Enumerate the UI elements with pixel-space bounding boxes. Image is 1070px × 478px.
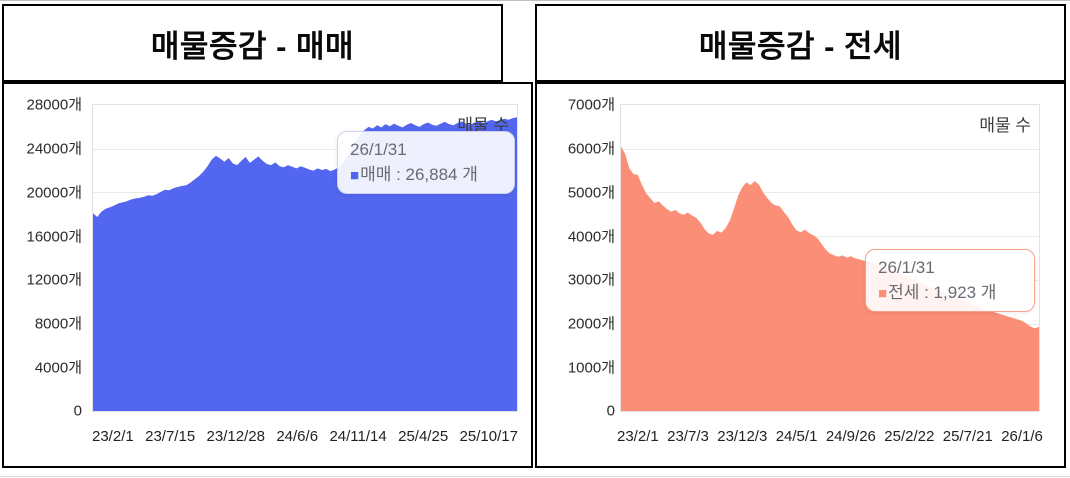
y-tick: 20000개	[26, 184, 82, 202]
x-tick: 26/1/6	[1001, 427, 1043, 445]
x-tick: 24/9/26	[825, 427, 876, 445]
y-axis-sale: 28000개 24000개 20000개 16000개 12000개 8000개…	[4, 97, 84, 420]
tooltip-value-line: ■매매 : 26,884 개	[350, 163, 502, 188]
title-box-jeonse: 매물증감 - 전세	[535, 4, 1066, 82]
x-tick: 23/2/1	[92, 427, 134, 445]
x-tick: 25/10/17	[459, 427, 518, 445]
y-tick: 2000개	[567, 315, 615, 333]
chart-title-sale: 매물증감 - 매매	[150, 28, 355, 64]
panel-sale: 매물증감 - 매매 28000개 24000개 20000개 16000개 12…	[2, 4, 533, 468]
page-bottom-rule	[0, 476, 1070, 477]
tooltip-value: 매매 : 26,884 개	[360, 164, 478, 184]
x-tick: 23/12/28	[206, 427, 265, 445]
tooltip-date: 26/1/31	[878, 258, 935, 277]
page-top-rule	[0, 0, 1070, 1]
tooltip-sale: 26/1/31 ■매매 : 26,884 개	[337, 131, 515, 195]
gridline	[621, 192, 1039, 194]
gridline	[93, 148, 517, 150]
title-box-sale: 매물증감 - 매매	[2, 4, 503, 82]
y-tick: 28000개	[26, 96, 82, 114]
x-tick: 24/11/14	[329, 427, 387, 445]
area-series-jeonse	[621, 146, 1039, 411]
tooltip-value: 전세 : 1,923 개	[888, 282, 997, 302]
x-tick: 23/2/1	[617, 427, 659, 445]
x-axis-jeonse: 23/2/1 23/7/3 23/12/3 24/5/1 24/9/26 25/…	[617, 425, 1043, 447]
y-tick: 7000개	[567, 96, 615, 114]
y-tick: 1000개	[567, 359, 615, 377]
x-axis-sale: 23/2/1 23/7/15 23/12/28 24/6/6 24/11/14 …	[92, 425, 518, 447]
x-tick: 24/6/6	[276, 427, 319, 445]
y-tick: 6000개	[567, 140, 615, 158]
y-tick: 0	[73, 402, 82, 420]
tooltip-jeonse: 26/1/31 ■전세 : 1,923 개	[865, 249, 1035, 313]
chart-box-jeonse: 7000개 6000개 5000개 4000개 3000개 2000개 1000…	[535, 82, 1066, 468]
gridline	[621, 148, 1039, 150]
x-tick: 25/2/22	[884, 427, 935, 445]
x-tick: 23/7/15	[145, 427, 196, 445]
y-tick: 8000개	[34, 315, 82, 333]
x-tick: 25/7/21	[942, 427, 993, 445]
y-tick: 0	[606, 402, 615, 420]
y-axis-jeonse: 7000개 6000개 5000개 4000개 3000개 2000개 1000…	[537, 97, 617, 420]
y-tick: 24000개	[26, 140, 82, 158]
x-tick: 23/12/3	[717, 427, 768, 445]
y-tick: 4000개	[567, 228, 615, 246]
x-tick: 23/7/3	[667, 427, 709, 445]
legend-label-jeonse: 매물 수	[979, 116, 1031, 135]
panel-jeonse: 매물증감 - 전세 7000개 6000개 5000개 4000개 3000개 …	[535, 4, 1066, 468]
y-tick: 3000개	[567, 271, 615, 289]
chart-box-sale: 28000개 24000개 20000개 16000개 12000개 8000개…	[2, 82, 533, 468]
tooltip-value-line: ■전세 : 1,923 개	[878, 281, 1022, 306]
x-tick: 25/4/25	[398, 427, 449, 445]
series-swatch-icon: ■	[878, 284, 888, 302]
y-tick: 4000개	[34, 359, 82, 377]
legend-label-sale: 매물 수	[457, 116, 509, 135]
y-tick: 16000개	[26, 228, 82, 246]
tooltip-date: 26/1/31	[350, 140, 407, 159]
gridline	[621, 236, 1039, 238]
series-swatch-icon: ■	[350, 166, 360, 184]
y-tick: 12000개	[26, 271, 82, 289]
x-tick: 24/5/1	[775, 427, 818, 445]
y-tick: 5000개	[567, 184, 615, 202]
chart-title-jeonse: 매물증감 - 전세	[698, 28, 903, 64]
